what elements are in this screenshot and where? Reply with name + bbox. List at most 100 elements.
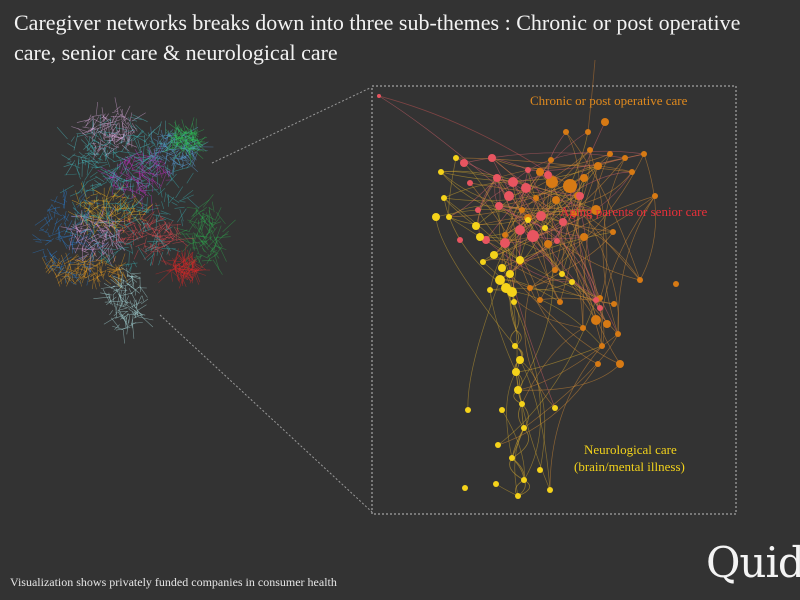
overview-edge xyxy=(86,136,91,151)
overview-edge xyxy=(80,279,82,287)
overview-edge xyxy=(132,324,135,339)
overview-edge xyxy=(75,269,78,278)
overview-edge xyxy=(80,213,84,226)
cluster-label-senior: Aging parents or senior care xyxy=(560,204,708,219)
network-edge xyxy=(519,359,551,491)
overview-edge xyxy=(89,171,98,178)
overview-edge xyxy=(96,128,104,142)
overview-edge xyxy=(182,265,195,271)
overview-edge xyxy=(81,129,94,135)
overview-edge xyxy=(212,226,218,234)
overview-edge xyxy=(134,290,137,296)
overview-edge xyxy=(157,132,168,146)
overview-edge xyxy=(152,131,159,135)
overview-edge xyxy=(152,252,156,266)
overview-edge xyxy=(143,218,157,229)
network-node xyxy=(475,207,481,213)
overview-edge xyxy=(84,253,97,264)
overview-edge xyxy=(119,182,125,193)
overview-edge xyxy=(111,112,119,123)
overview-edge xyxy=(208,217,221,232)
overview-edge xyxy=(83,151,93,159)
overview-edge xyxy=(196,252,208,259)
overview-edge xyxy=(68,236,77,240)
overview-edge xyxy=(59,184,74,194)
overview-edge xyxy=(65,160,76,175)
overview-edge xyxy=(78,273,82,277)
overview-edge xyxy=(142,174,151,180)
overview-edge xyxy=(118,309,128,325)
overview-edge xyxy=(62,214,69,222)
overview-edge xyxy=(121,161,128,175)
overview-edge xyxy=(64,255,79,265)
overview-edge xyxy=(90,193,99,196)
network-edge xyxy=(489,289,517,373)
overview-edge xyxy=(172,257,176,267)
overview-edge xyxy=(86,233,99,241)
overview-edge xyxy=(47,206,61,211)
overview-edge xyxy=(103,232,107,239)
network-node xyxy=(514,386,522,394)
overview-edge xyxy=(68,268,77,273)
overview-edge xyxy=(184,136,195,141)
overview-edge xyxy=(79,189,88,199)
overview-edge xyxy=(200,215,203,230)
overview-edge xyxy=(32,248,45,254)
network-node xyxy=(603,320,611,328)
overview-edge xyxy=(142,228,151,233)
overview-edge xyxy=(128,308,139,316)
network-node xyxy=(559,218,567,226)
overview-edge xyxy=(112,294,115,307)
overview-edge xyxy=(132,114,148,122)
overview-edge xyxy=(126,319,129,335)
overview-edge xyxy=(128,314,130,324)
overview-edge xyxy=(162,146,177,153)
overview-edge xyxy=(143,184,151,190)
overview-edge xyxy=(146,157,159,166)
overview-edge xyxy=(66,161,72,164)
overview-edge xyxy=(155,268,172,275)
overview-edge xyxy=(129,112,133,122)
overview-edge xyxy=(175,127,190,135)
overview-edge xyxy=(102,174,111,184)
overview-edge xyxy=(184,268,194,281)
overview-edge xyxy=(182,251,194,263)
network-edge xyxy=(519,261,599,365)
overview-edge xyxy=(132,303,143,317)
overview-edge xyxy=(105,210,111,217)
overview-edge xyxy=(148,217,155,229)
overview-edge xyxy=(107,275,121,282)
overview-edge xyxy=(171,140,173,151)
network-node xyxy=(616,360,624,368)
overview-edge xyxy=(62,189,67,198)
overview-edge xyxy=(175,271,194,275)
overview-edge xyxy=(133,249,139,260)
overview-edge xyxy=(187,155,196,167)
network-edge xyxy=(378,95,510,197)
overview-edge xyxy=(132,177,141,182)
overview-edge xyxy=(221,233,229,237)
overview-edge xyxy=(139,276,141,292)
overview-edge xyxy=(158,155,167,160)
overview-edge xyxy=(169,135,180,140)
overview-edge xyxy=(193,233,198,244)
overview-edge xyxy=(191,136,194,142)
overview-edge xyxy=(131,112,146,122)
overview-edge xyxy=(95,163,108,169)
overview-edge xyxy=(92,221,96,236)
overview-edge xyxy=(159,137,168,154)
overview-edge xyxy=(192,209,199,217)
overview-edge xyxy=(47,233,51,238)
overview-edge xyxy=(124,146,133,160)
overview-edge xyxy=(89,246,97,257)
overview-edge xyxy=(157,236,165,248)
overview-edge xyxy=(120,253,126,267)
network-node xyxy=(446,214,452,220)
overview-edge xyxy=(110,122,119,135)
overview-edge xyxy=(181,156,185,167)
network-node xyxy=(495,442,501,448)
overview-edge xyxy=(203,240,214,251)
network-edge xyxy=(511,427,530,459)
overview-edge xyxy=(181,155,190,163)
overview-edge xyxy=(202,194,214,208)
